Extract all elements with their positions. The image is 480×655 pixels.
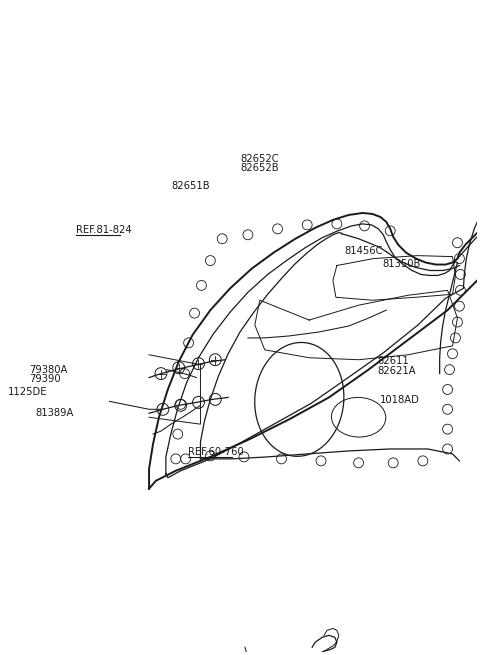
Text: 1125DE: 1125DE — [8, 388, 47, 398]
Text: 82652C: 82652C — [240, 154, 278, 164]
Text: 81389A: 81389A — [35, 408, 73, 419]
Text: REF.81-824: REF.81-824 — [76, 225, 132, 235]
Text: REF.60-760: REF.60-760 — [188, 447, 243, 457]
Text: 81456C: 81456C — [344, 246, 383, 256]
Text: 81350B: 81350B — [383, 259, 420, 269]
Text: 82651B: 82651B — [171, 181, 210, 191]
Text: 79390: 79390 — [29, 375, 60, 384]
Text: 82652B: 82652B — [240, 163, 278, 174]
Text: 1018AD: 1018AD — [380, 395, 420, 405]
Text: 82621A: 82621A — [378, 366, 416, 376]
Text: 82611: 82611 — [378, 356, 409, 366]
Text: 79380A: 79380A — [29, 365, 67, 375]
